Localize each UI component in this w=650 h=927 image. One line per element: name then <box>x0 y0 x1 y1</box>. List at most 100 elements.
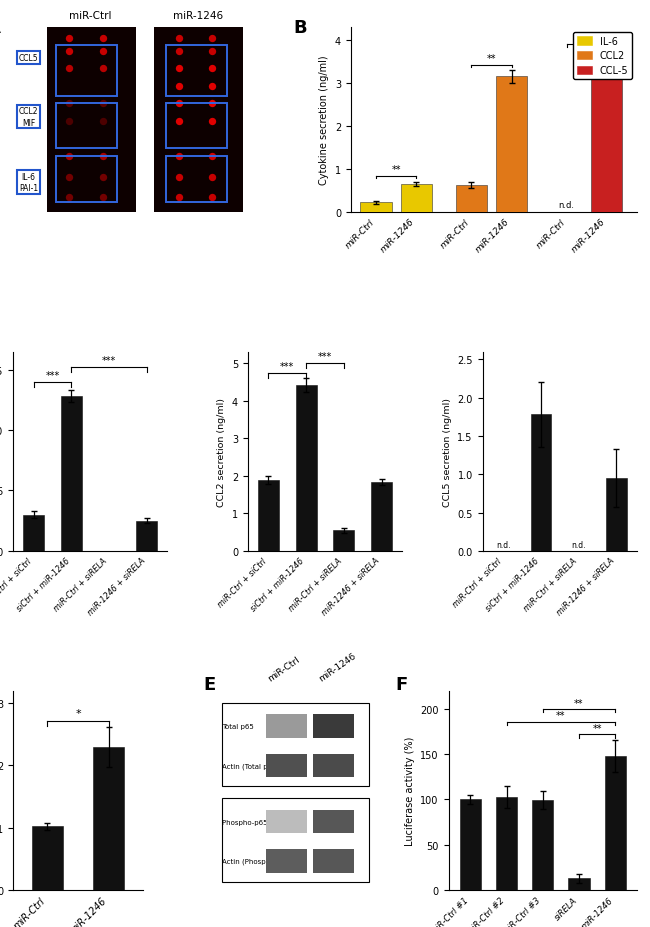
Point <box>64 96 74 111</box>
Bar <box>154 28 243 212</box>
Bar <box>56 46 118 97</box>
Bar <box>606 478 627 552</box>
Bar <box>266 715 307 738</box>
Bar <box>266 754 307 778</box>
Point <box>206 44 216 59</box>
Point <box>64 115 74 130</box>
Y-axis label: Cytokine secretion (ng/ml): Cytokine secretion (ng/ml) <box>319 56 330 184</box>
Point <box>174 96 184 111</box>
Bar <box>32 827 62 890</box>
Y-axis label: CCL2 secretion (ng/ml): CCL2 secretion (ng/ml) <box>217 398 226 506</box>
Text: ***: *** <box>46 371 60 380</box>
Point <box>174 149 184 164</box>
Bar <box>23 515 44 552</box>
Point <box>98 149 109 164</box>
Text: Phospho-p65 (Ser536): Phospho-p65 (Ser536) <box>222 819 300 825</box>
Bar <box>94 747 124 890</box>
Point <box>98 32 109 46</box>
Bar <box>460 799 481 890</box>
Point <box>98 170 109 184</box>
Y-axis label: CCL5 secretion (ng/ml): CCL5 secretion (ng/ml) <box>443 398 452 506</box>
Point <box>174 44 184 59</box>
Point <box>174 80 184 95</box>
Bar <box>222 703 369 786</box>
Bar <box>400 184 432 212</box>
Bar <box>56 157 118 202</box>
Text: n.d.: n.d. <box>559 200 575 210</box>
Point <box>98 96 109 111</box>
Point <box>206 96 216 111</box>
Bar <box>530 415 551 552</box>
Bar <box>333 530 354 552</box>
Bar <box>266 849 307 873</box>
Point <box>64 61 74 76</box>
Text: **: ** <box>487 55 496 64</box>
Bar <box>604 756 626 890</box>
Point <box>64 149 74 164</box>
Bar <box>266 810 307 833</box>
Point <box>206 61 216 76</box>
Point <box>206 80 216 95</box>
Point <box>174 190 184 205</box>
Text: ***: *** <box>280 362 294 372</box>
Text: Actin (Total p65): Actin (Total p65) <box>222 762 280 768</box>
Text: **: ** <box>592 723 602 733</box>
Text: CCL5: CCL5 <box>19 54 38 63</box>
Text: ***: *** <box>580 33 594 44</box>
Bar <box>47 28 136 212</box>
Point <box>206 170 216 184</box>
Bar <box>456 186 487 212</box>
Text: ***: *** <box>102 356 116 366</box>
Bar <box>569 878 590 890</box>
Text: miR-Ctrl: miR-Ctrl <box>69 11 111 21</box>
Text: Total p65: Total p65 <box>222 723 254 730</box>
Text: n.d.: n.d. <box>571 540 586 549</box>
Point <box>64 170 74 184</box>
Point <box>64 190 74 205</box>
Bar <box>371 483 392 552</box>
Text: n.d.: n.d. <box>496 540 510 549</box>
Bar <box>61 397 82 552</box>
Point <box>98 61 109 76</box>
Bar <box>136 521 157 552</box>
Bar <box>496 77 527 212</box>
Bar <box>313 754 354 778</box>
Bar <box>258 481 279 552</box>
Text: F: F <box>396 675 408 693</box>
Text: ***: *** <box>318 351 332 362</box>
Point <box>206 115 216 130</box>
Bar <box>166 46 228 97</box>
Point <box>206 190 216 205</box>
Bar <box>360 203 391 212</box>
Bar <box>496 797 517 890</box>
Text: miR-Ctrl: miR-Ctrl <box>266 654 302 683</box>
Text: **: ** <box>574 698 584 707</box>
Bar <box>313 849 354 873</box>
Point <box>64 44 74 59</box>
Point <box>98 115 109 130</box>
Bar <box>56 104 118 149</box>
Bar <box>296 386 317 552</box>
Point <box>206 32 216 46</box>
Bar <box>166 104 228 149</box>
Bar <box>313 810 354 833</box>
Bar <box>313 715 354 738</box>
Text: miR-1246: miR-1246 <box>317 651 358 683</box>
Point <box>98 190 109 205</box>
Point <box>174 170 184 184</box>
Bar <box>532 800 553 890</box>
Point <box>206 149 216 164</box>
Text: *: * <box>75 708 81 718</box>
Point <box>64 32 74 46</box>
Text: IL-6
PAI-1: IL-6 PAI-1 <box>19 173 38 193</box>
Text: A: A <box>0 19 1 36</box>
Point <box>174 115 184 130</box>
Text: **: ** <box>556 710 566 720</box>
Text: B: B <box>294 19 307 36</box>
Bar <box>222 798 369 882</box>
Text: E: E <box>203 675 215 693</box>
Bar <box>592 56 623 212</box>
Text: **: ** <box>391 165 401 175</box>
Point <box>98 44 109 59</box>
Y-axis label: Luciferase activity (%): Luciferase activity (%) <box>405 736 415 845</box>
